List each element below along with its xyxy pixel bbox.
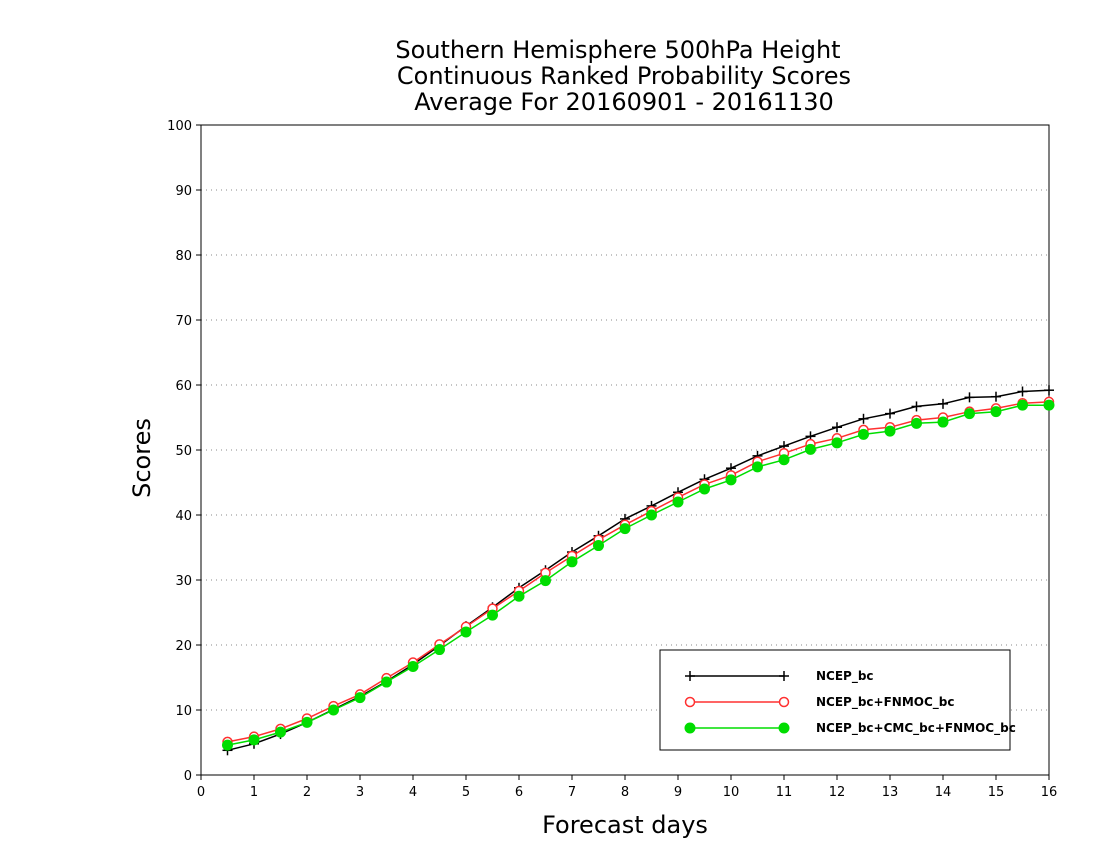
legend-marker (684, 696, 696, 708)
data-point (884, 425, 896, 437)
x-tick-label: 9 (674, 785, 682, 800)
legend-marker (684, 722, 696, 734)
legend-entry: NCEP_bc (685, 669, 874, 684)
x-tick-label: 0 (197, 785, 205, 800)
legend-marker (778, 722, 790, 734)
gridlines (201, 189, 1049, 711)
x-axis-label: Forecast days (542, 811, 708, 839)
x-tick-label: 4 (409, 785, 417, 800)
data-point (832, 422, 842, 433)
data-point (805, 443, 816, 455)
data-point (752, 461, 763, 473)
x-tick-label: 15 (988, 785, 1005, 800)
x-tick-label: 13 (882, 785, 899, 800)
x-axis-ticks: 0 1 2 3 4 5 6 7 8 9 10 11 12 13 14 15 16 (197, 775, 1057, 800)
y-tick-label: 50 (175, 444, 192, 459)
y-axis-ticks: 0 10 20 30 40 50 60 70 80 90 100 (167, 119, 201, 784)
data-point (1017, 386, 1028, 397)
data-point (964, 408, 975, 420)
legend-label: NCEP_bc+CMC_bc+FNMOC_bc (816, 721, 1016, 736)
y-tick-label: 70 (175, 314, 192, 329)
legend-marker (778, 696, 790, 708)
data-point (619, 523, 631, 535)
data-point (248, 734, 260, 746)
chart-subtitle: Continuous Ranked Probability Scores (397, 62, 851, 90)
legend-box (659, 649, 1011, 751)
data-point (964, 392, 975, 403)
legend-label: NCEP_bc+FNMOC_bc (816, 695, 955, 710)
data-point (672, 496, 684, 508)
data-point (831, 437, 843, 449)
data-point (991, 391, 1001, 402)
data-point (460, 626, 472, 638)
data-point (593, 540, 604, 552)
x-tick-label: 10 (723, 785, 740, 800)
data-point (487, 609, 498, 621)
y-tick-label: 80 (175, 249, 192, 264)
data-point (990, 406, 1002, 418)
y-tick-label: 10 (175, 704, 192, 719)
x-tick-label: 7 (568, 785, 576, 800)
y-tick-label: 100 (167, 119, 192, 134)
data-point (911, 417, 922, 429)
data-point (1017, 399, 1028, 411)
x-tick-label: 1 (250, 785, 258, 800)
data-point (725, 474, 737, 486)
legend-entries: NCEP_bc NCEP_bc+FNMOC_bc NCEP_bc+CMC_bc+FN… (684, 669, 1016, 736)
y-axis-label: Scores (128, 418, 156, 498)
x-tick-label: 2 (303, 785, 311, 800)
data-series (222, 385, 1055, 756)
y-tick-label: 90 (175, 184, 192, 199)
x-tick-label: 11 (776, 785, 793, 800)
y-tick-label: 30 (175, 574, 192, 589)
y-tick-label: 40 (175, 509, 192, 524)
x-tick-label: 6 (515, 785, 523, 800)
x-tick-label: 16 (1041, 785, 1058, 800)
data-point (566, 556, 578, 568)
legend-entry: NCEP_bc+CMC_bc+FNMOC_bc (684, 721, 1016, 736)
data-point (381, 676, 392, 688)
legend-marker (685, 671, 695, 681)
data-point (407, 660, 419, 672)
x-tick-label: 5 (462, 785, 470, 800)
y-tick-label: 60 (175, 379, 192, 394)
data-point (646, 509, 657, 521)
data-point (938, 398, 948, 409)
data-point (937, 416, 949, 428)
y-tick-label: 0 (184, 769, 192, 784)
data-point (513, 590, 525, 602)
data-point (222, 739, 233, 751)
data-point (354, 692, 366, 704)
data-point (778, 454, 790, 466)
legend: NCEP_bc NCEP_bc+FNMOC_bc NCEP_bc+CMC_bc+FN… (659, 649, 1016, 751)
data-point (328, 704, 339, 716)
data-point (434, 644, 445, 656)
data-point (275, 726, 286, 738)
x-tick-label: 3 (356, 785, 364, 800)
legend-label: NCEP_bc (816, 669, 874, 684)
x-tick-label: 14 (935, 785, 952, 800)
chart-title: Southern Hemisphere 500hPa Height (395, 36, 840, 64)
series-3 (222, 399, 1055, 751)
data-point (1044, 385, 1054, 396)
data-point (858, 428, 869, 440)
x-tick-label: 12 (829, 785, 846, 800)
legend-entry: NCEP_bc+FNMOC_bc (684, 695, 955, 710)
data-point (699, 483, 710, 495)
chart-date-range: Average For 20160901 - 20161130 (414, 88, 834, 116)
x-tick-label: 8 (621, 785, 629, 800)
legend-marker (779, 671, 789, 681)
data-point (911, 401, 922, 412)
data-point (858, 413, 869, 424)
data-point (301, 716, 313, 728)
data-point (1043, 399, 1055, 411)
data-point (540, 575, 551, 587)
y-tick-label: 20 (175, 639, 192, 654)
data-point (885, 408, 895, 419)
